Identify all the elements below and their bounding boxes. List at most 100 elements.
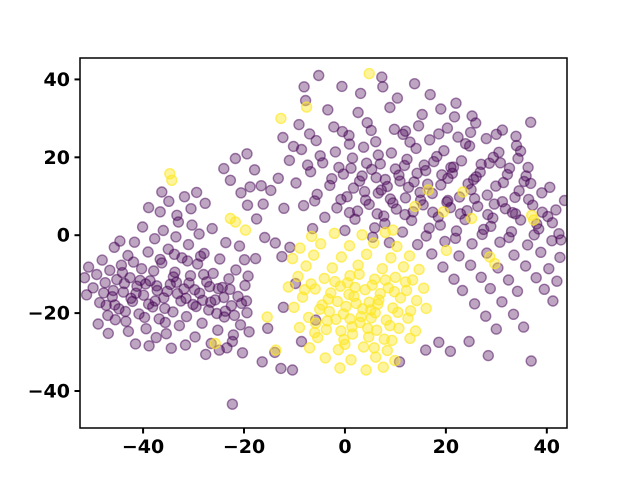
- scatter-point-class-1-yellow: [339, 338, 351, 350]
- scatter-point-class-0-purple: [352, 106, 364, 119]
- scatter-point-class-0-purple: [388, 123, 401, 136]
- scatter-point-class-0-purple: [241, 148, 253, 160]
- scatter-point-class-1-yellow: [528, 214, 540, 226]
- scatter-point-class-0-purple: [234, 319, 247, 331]
- scatter-point-class-1-yellow: [385, 252, 397, 264]
- scatter-point-class-0-purple: [197, 268, 210, 281]
- scatter-point-class-0-purple: [343, 206, 356, 219]
- scatter-point-class-1-yellow: [422, 184, 434, 196]
- scatter-point-class-0-purple: [508, 249, 520, 261]
- scatter-point-class-0-purple: [475, 158, 487, 171]
- scatter-point-class-0-purple: [385, 147, 398, 159]
- scatter-point-class-0-purple: [238, 254, 251, 266]
- x-tick-label: −20: [223, 436, 265, 458]
- scatter-point-class-1-yellow: [335, 251, 348, 263]
- scatter-point-class-0-purple: [424, 134, 436, 146]
- scatter-point-class-0-purple: [214, 253, 226, 265]
- scatter-point-class-0-purple: [287, 140, 300, 153]
- x-tick-label: 40: [534, 436, 560, 458]
- scatter-point-class-1-yellow: [352, 259, 364, 271]
- axes-frame: [79, 57, 568, 429]
- scatter-point-class-0-purple: [233, 240, 246, 252]
- y-tick-label: 0: [57, 225, 70, 247]
- scatter-point-class-0-purple: [503, 162, 516, 174]
- scatter-point-class-1-yellow: [305, 230, 318, 243]
- scatter-point-class-0-purple: [558, 194, 567, 207]
- scatter-point-class-0-purple: [525, 177, 537, 190]
- scatter-point-class-1-yellow: [363, 67, 375, 80]
- scatter-point-class-0-purple: [333, 161, 345, 174]
- scatter-point-class-1-yellow: [308, 249, 320, 261]
- scatter-point-class-0-purple: [326, 172, 338, 185]
- scatter-point-class-0-purple: [303, 128, 316, 140]
- scatter-point-class-1-yellow: [344, 313, 356, 325]
- scatter-point-class-0-purple: [161, 285, 174, 297]
- scatter-point-class-0-purple: [283, 154, 296, 167]
- scatter-point-class-1-yellow: [489, 257, 501, 270]
- scatter-point-class-0-purple: [156, 186, 168, 198]
- scatter-point-class-0-purple: [102, 327, 115, 340]
- scatter-point-class-1-yellow: [410, 294, 423, 307]
- scatter-point-class-0-purple: [441, 122, 454, 134]
- y-tick-label: −40: [28, 381, 70, 403]
- scatter-point-class-0-purple: [536, 206, 548, 218]
- scatter-point-class-1-yellow: [270, 344, 282, 356]
- scatter-point-class-0-purple: [346, 152, 359, 164]
- scatter-point-class-0-purple: [143, 340, 155, 352]
- scatter-point-class-0-purple: [114, 235, 126, 247]
- scatter-point-class-1-yellow: [166, 174, 178, 187]
- scatter-point-class-0-purple: [496, 195, 509, 208]
- scatter-point-class-0-purple: [401, 153, 413, 166]
- scatter-point-class-1-yellow: [329, 275, 341, 288]
- scatter-point-class-0-purple: [360, 157, 373, 169]
- scatter-point-class-0-purple: [464, 126, 477, 139]
- scatter-point-class-0-purple: [310, 134, 322, 147]
- scatter-point-class-0-purple: [189, 331, 201, 343]
- scatter-point-class-0-purple: [496, 296, 508, 308]
- scatter-point-class-0-purple: [150, 331, 162, 344]
- scatter-point-class-0-purple: [369, 222, 381, 234]
- scatter-point-class-0-purple: [554, 251, 566, 264]
- scatter-point-class-0-purple: [505, 225, 518, 238]
- scatter-point-class-0-purple: [255, 179, 267, 192]
- scatter-point-class-0-purple: [525, 116, 537, 129]
- scatter-point-class-0-purple: [341, 190, 353, 203]
- scatter-point-class-0-purple: [159, 316, 172, 329]
- scatter-point-class-0-purple: [543, 263, 555, 275]
- scatter-point-class-1-yellow: [389, 271, 402, 283]
- scatter-point-class-0-purple: [544, 181, 556, 194]
- scatter-point-class-1-yellow: [229, 216, 242, 228]
- scatter-point-class-0-purple: [437, 261, 449, 273]
- scatter-point-class-0-purple: [550, 204, 562, 216]
- scatter-point-class-0-purple: [372, 149, 384, 161]
- scatter-point-class-0-purple: [170, 231, 182, 243]
- scatter-point-class-1-yellow: [354, 316, 366, 329]
- scatter-point-class-0-purple: [99, 277, 111, 289]
- scatter-point-class-0-purple: [402, 181, 415, 194]
- scatter-point-class-0-purple: [490, 128, 502, 141]
- scatter-point-class-0-purple: [171, 209, 183, 222]
- scatter-point-class-0-purple: [521, 239, 534, 251]
- scatter-point-class-0-purple: [322, 104, 334, 116]
- scatter-point-class-0-purple: [444, 345, 457, 357]
- scatter-point-class-0-purple: [494, 236, 506, 248]
- scatter-point-class-0-purple: [82, 261, 95, 273]
- scatter-point-class-0-purple: [452, 131, 464, 143]
- scatter-point-class-0-purple: [319, 211, 331, 224]
- scatter-point-class-1-yellow: [418, 282, 430, 294]
- scatter-point-class-0-purple: [375, 184, 387, 196]
- scatter-point-class-1-yellow: [293, 321, 306, 334]
- scatter-point-class-0-purple: [511, 285, 524, 297]
- scatter-point-class-0-purple: [212, 324, 224, 336]
- scatter-point-class-1-yellow: [334, 362, 346, 374]
- scatter-point-class-0-purple: [470, 117, 482, 129]
- scatter-point-class-1-yellow: [384, 319, 396, 332]
- scatter-point-class-1-yellow: [465, 212, 478, 225]
- scatter-point-class-0-purple: [226, 335, 239, 348]
- scatter-point-class-0-purple: [235, 297, 248, 310]
- scatter-point-class-0-purple: [229, 152, 242, 165]
- scatter-point-class-1-yellow: [403, 250, 416, 262]
- scatter-point-class-0-purple: [365, 124, 377, 137]
- scatter-point-class-1-yellow: [399, 276, 412, 288]
- scatter-point-class-0-purple: [211, 307, 223, 320]
